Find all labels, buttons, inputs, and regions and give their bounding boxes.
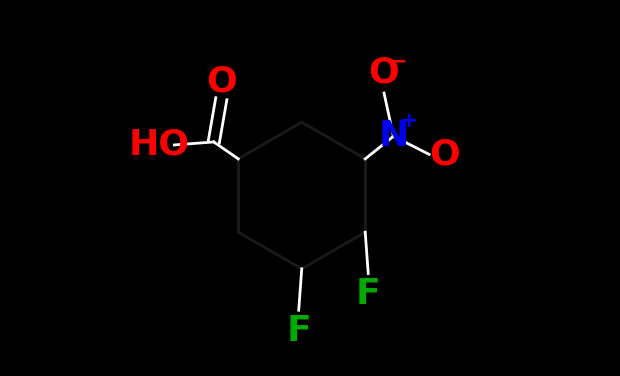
Text: F: F [356,277,381,311]
Text: −: − [389,51,407,71]
Text: +: + [399,111,418,130]
Text: HO: HO [129,128,190,162]
Text: N: N [378,119,409,153]
Text: O: O [206,65,237,99]
Text: F: F [286,314,311,348]
Text: O: O [369,55,399,89]
Text: O: O [429,137,459,171]
